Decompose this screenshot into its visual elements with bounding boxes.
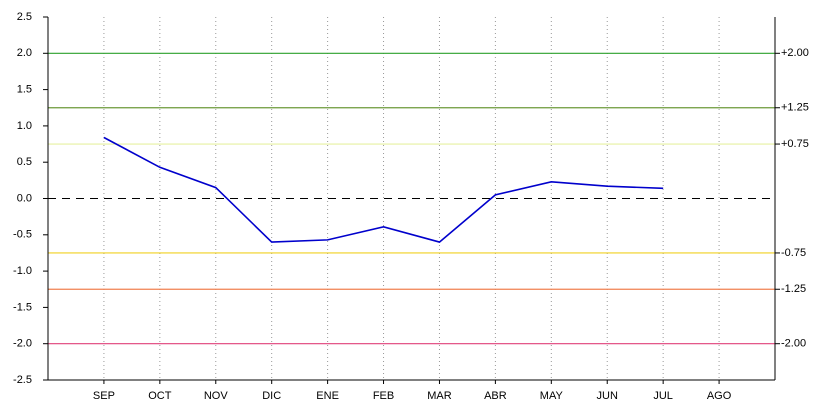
x-tick-label: DIC — [262, 390, 281, 402]
y-tick-label: -0.5 — [13, 229, 32, 241]
x-tick-label: MAR — [427, 390, 452, 402]
y-tick-label: -1.0 — [13, 265, 32, 277]
y-tick-label: 0.5 — [17, 156, 32, 168]
y-tick-label: 2.0 — [17, 47, 32, 59]
x-tick-label: FEB — [373, 390, 394, 402]
x-tick-label: AGO — [707, 390, 732, 402]
y-tick-label: -2.5 — [13, 374, 32, 386]
x-tick-label: MAY — [540, 390, 564, 402]
x-tick-label: JUN — [597, 390, 618, 402]
x-tick-label: ABR — [484, 390, 507, 402]
x-tick-label: NOV — [204, 390, 229, 402]
y-tick-label: 1.5 — [17, 84, 32, 96]
x-tick-label: OCT — [148, 390, 172, 402]
reference-label: -0.75 — [781, 247, 806, 259]
reference-label: +0.75 — [781, 138, 809, 150]
reference-label: +2.00 — [781, 47, 809, 59]
y-tick-label: -2.0 — [13, 338, 32, 350]
y-tick-label: 1.0 — [17, 120, 32, 132]
x-tick-label: JUL — [653, 390, 673, 402]
x-tick-label: ENE — [316, 390, 339, 402]
data-line — [103, 136, 664, 243]
reference-label: -1.25 — [781, 283, 806, 295]
reference-label: +1.25 — [781, 102, 809, 114]
y-tick-label: -1.5 — [13, 301, 32, 313]
x-tick-label: SEP — [93, 390, 115, 402]
y-tick-label: 2.5 — [17, 11, 32, 23]
y-tick-label: 0.0 — [17, 192, 32, 204]
reference-label: -2.00 — [781, 338, 806, 350]
